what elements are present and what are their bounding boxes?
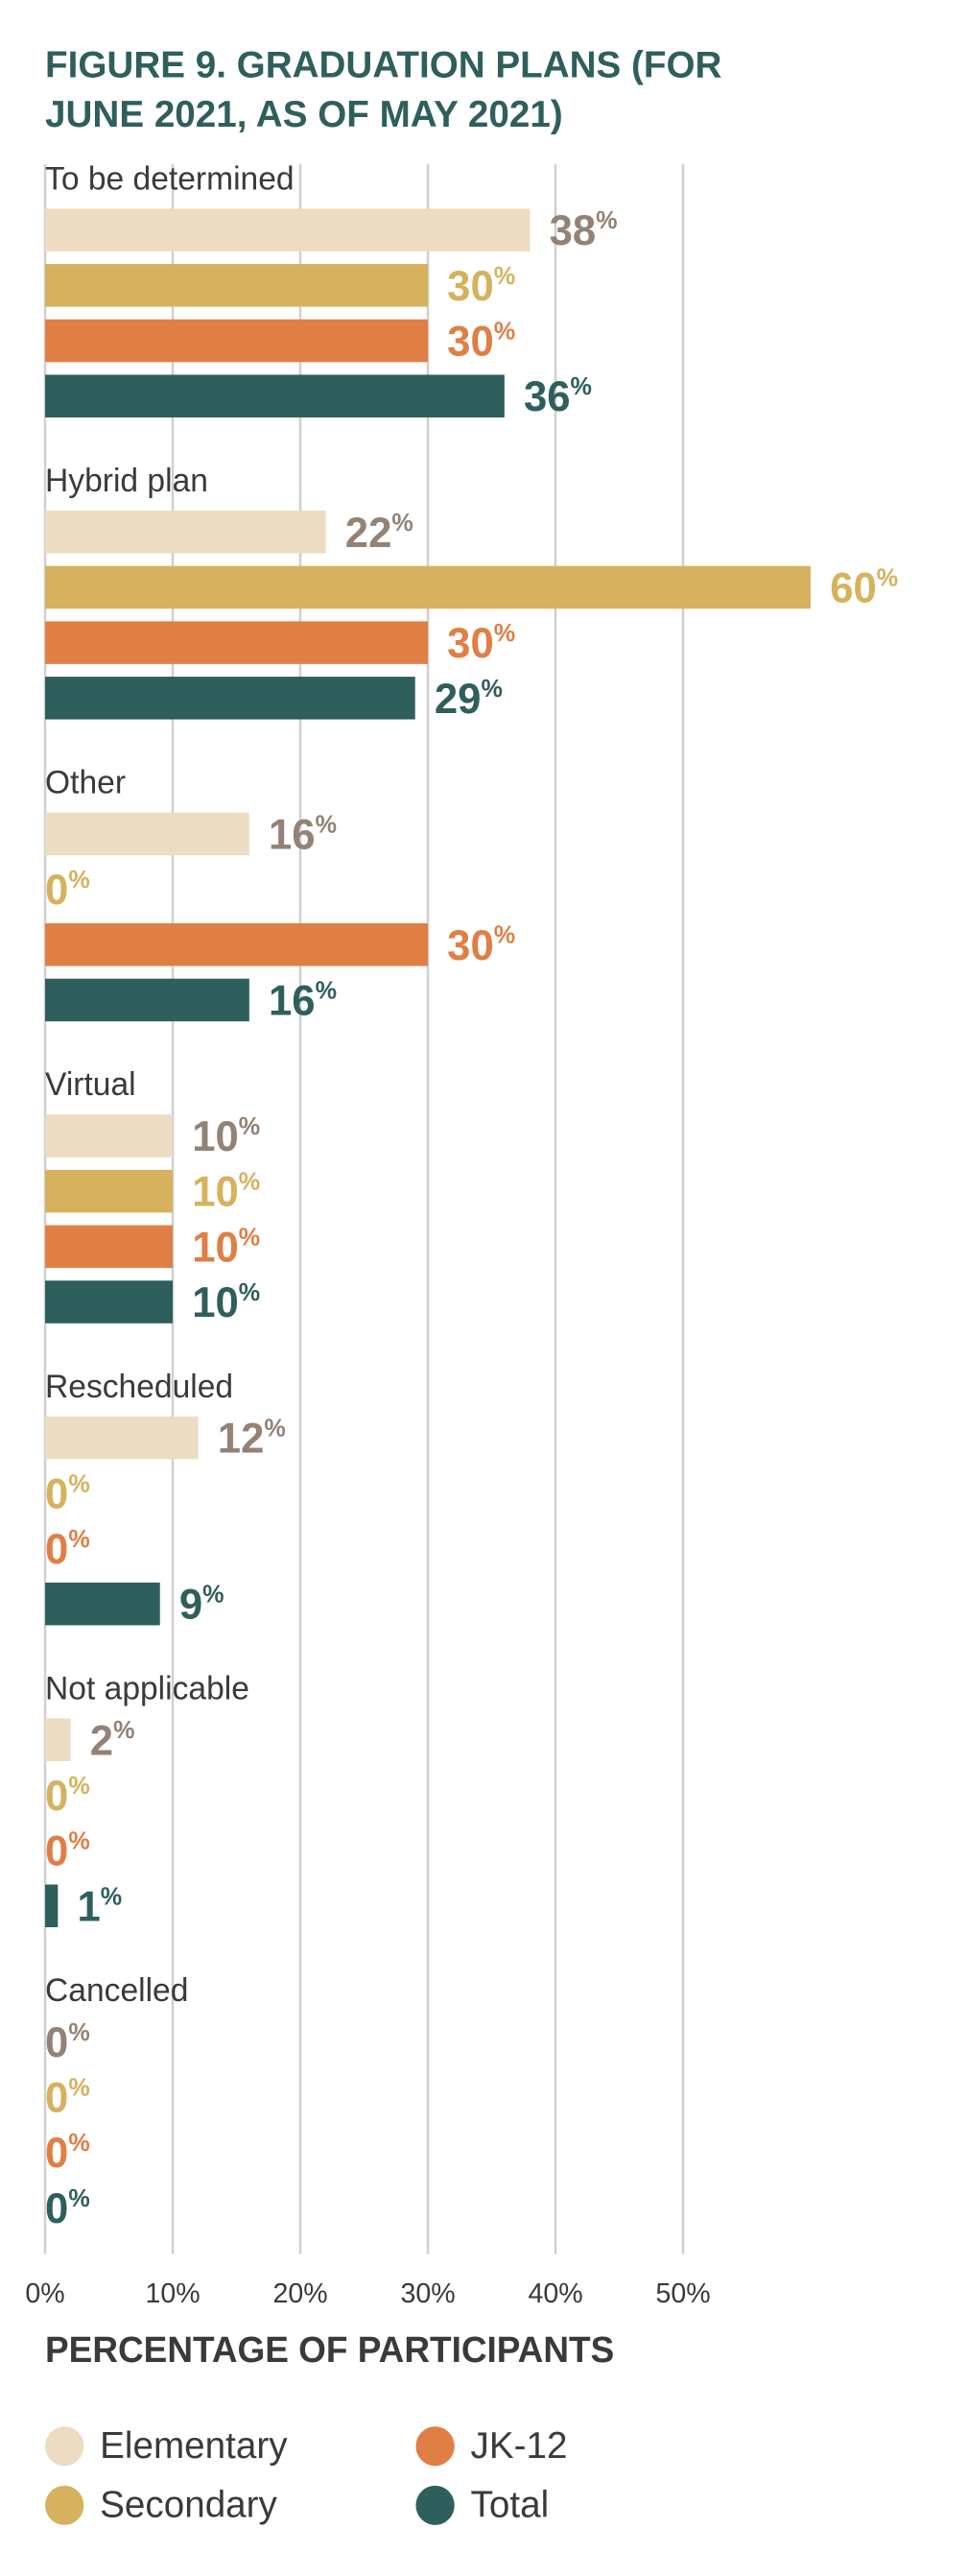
data-label: 30% (447, 619, 515, 666)
bar (45, 1169, 174, 1213)
legend-swatch (415, 2485, 455, 2525)
chart-title: JUNE 2021, AS OF MAY 2021) (45, 94, 563, 135)
legend-label: Total (471, 2484, 550, 2525)
data-label: 30% (447, 921, 515, 968)
bar (45, 1582, 160, 1626)
category-label: Other (45, 764, 126, 800)
category-label: To be determined (45, 160, 295, 197)
bar (45, 677, 415, 720)
data-label: 1% (78, 1883, 123, 1930)
data-label: 0% (45, 1525, 90, 1572)
category-label: Not applicable (45, 1670, 249, 1706)
bar (45, 264, 429, 307)
data-label: 22% (345, 509, 413, 556)
legend-swatch (45, 2485, 84, 2525)
data-label: 10% (192, 1224, 260, 1271)
data-label: 0% (45, 1827, 90, 1874)
bar (45, 812, 249, 856)
bar (45, 1114, 174, 1157)
bar (45, 511, 326, 554)
data-label: 9% (179, 1581, 224, 1628)
data-label: 10% (192, 1112, 260, 1159)
bar (45, 922, 429, 966)
category-label: Rescheduled (45, 1369, 233, 1405)
data-label: 12% (218, 1415, 286, 1462)
x-tick-label: 0% (25, 2278, 64, 2309)
data-label: 16% (269, 977, 337, 1024)
legend-label: JK-12 (471, 2425, 568, 2467)
legend-swatch (415, 2426, 455, 2467)
x-tick-label: 10% (145, 2278, 200, 2309)
bar (45, 1225, 174, 1269)
data-label: 0% (45, 1470, 90, 1517)
category-label: Cancelled (45, 1972, 188, 2009)
data-label: 30% (447, 318, 515, 365)
data-label: 36% (524, 373, 592, 420)
data-label: 0% (45, 866, 90, 913)
data-label: 0% (45, 2074, 90, 2121)
data-label: 30% (447, 262, 515, 309)
legend-label: Elementary (100, 2425, 288, 2467)
bar (45, 319, 429, 363)
data-label: 0% (45, 2130, 90, 2177)
bar (45, 208, 531, 251)
bar (45, 1280, 174, 1324)
data-label: 2% (90, 1717, 135, 1764)
legend-swatch (45, 2426, 84, 2467)
category-label: Virtual (45, 1066, 136, 1103)
data-label: 0% (45, 2184, 90, 2231)
data-label: 0% (45, 1772, 90, 1819)
bar (45, 621, 429, 664)
legend-label: Secondary (100, 2484, 277, 2525)
data-label: 29% (435, 675, 503, 722)
data-label: 10% (192, 1168, 260, 1215)
bar (45, 1718, 71, 1761)
data-label: 60% (830, 564, 898, 611)
data-label: 0% (45, 2018, 90, 2065)
data-label: 38% (550, 206, 618, 253)
data-label: 16% (269, 811, 337, 858)
x-tick-label: 30% (400, 2278, 455, 2309)
x-tick-label: 50% (655, 2278, 710, 2309)
category-label: Hybrid plan (45, 463, 208, 499)
x-tick-label: 40% (528, 2278, 582, 2309)
bar (45, 1416, 199, 1460)
bar (45, 1884, 59, 1928)
bar (45, 565, 812, 609)
chart-title: FIGURE 9. GRADUATION PLANS (FOR (45, 44, 721, 85)
x-axis-title: PERCENTAGE OF PARTICIPANTS (45, 2329, 614, 2370)
data-label: 10% (192, 1278, 260, 1325)
bar (45, 978, 249, 1022)
bar (45, 374, 505, 417)
x-tick-label: 20% (272, 2278, 327, 2309)
